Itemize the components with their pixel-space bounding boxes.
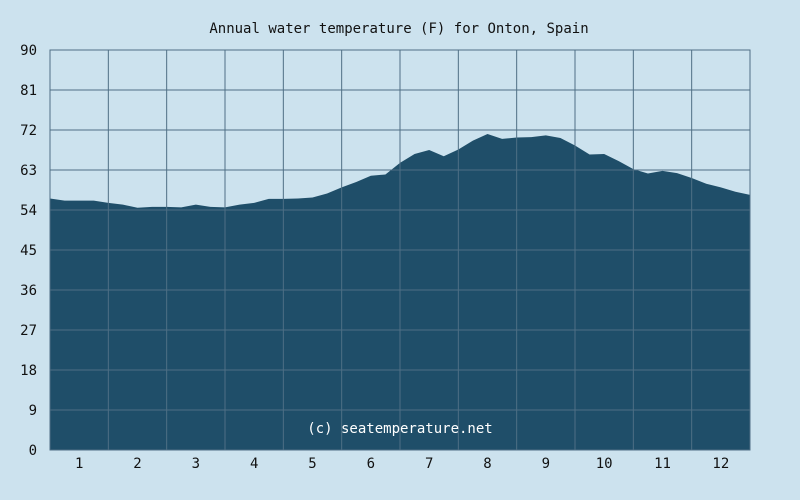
x-tick-label: 9 bbox=[542, 456, 550, 472]
y-tick-label: 90 bbox=[20, 43, 37, 59]
y-tick-label: 81 bbox=[20, 83, 37, 99]
x-tick-label: 6 bbox=[367, 456, 375, 472]
x-tick-label: 7 bbox=[425, 456, 433, 472]
x-tick-label: 8 bbox=[483, 456, 491, 472]
x-tick-label: 3 bbox=[192, 456, 200, 472]
watermark-text: (c) seatemperature.net bbox=[307, 421, 492, 437]
x-tick-label: 5 bbox=[308, 456, 316, 472]
y-tick-label: 18 bbox=[20, 363, 37, 379]
y-tick-label: 54 bbox=[20, 203, 37, 219]
y-tick-label: 0 bbox=[29, 443, 37, 459]
x-tick-label: 12 bbox=[712, 456, 729, 472]
plot-frame bbox=[49, 49, 751, 451]
y-tick-label: 36 bbox=[20, 283, 37, 299]
y-tick-label: 63 bbox=[20, 163, 37, 179]
chart-title: Annual water temperature (F) for Onton, … bbox=[209, 21, 588, 37]
y-tick-label: 9 bbox=[29, 403, 37, 419]
y-tick-label: 27 bbox=[20, 323, 37, 339]
y-tick-label: 72 bbox=[20, 123, 37, 139]
x-axis-ticks: 1 2 3 4 5 6 7 8 9 10 11 12 bbox=[75, 456, 729, 472]
x-tick-label: 1 bbox=[75, 456, 83, 472]
x-tick-label: 2 bbox=[133, 456, 141, 472]
y-tick-label: 45 bbox=[20, 243, 37, 259]
x-tick-label: 11 bbox=[654, 456, 671, 472]
y-axis-ticks: 0 9 18 27 36 45 54 63 72 81 90 bbox=[20, 43, 37, 459]
x-tick-label: 10 bbox=[596, 456, 613, 472]
x-tick-label: 4 bbox=[250, 456, 258, 472]
